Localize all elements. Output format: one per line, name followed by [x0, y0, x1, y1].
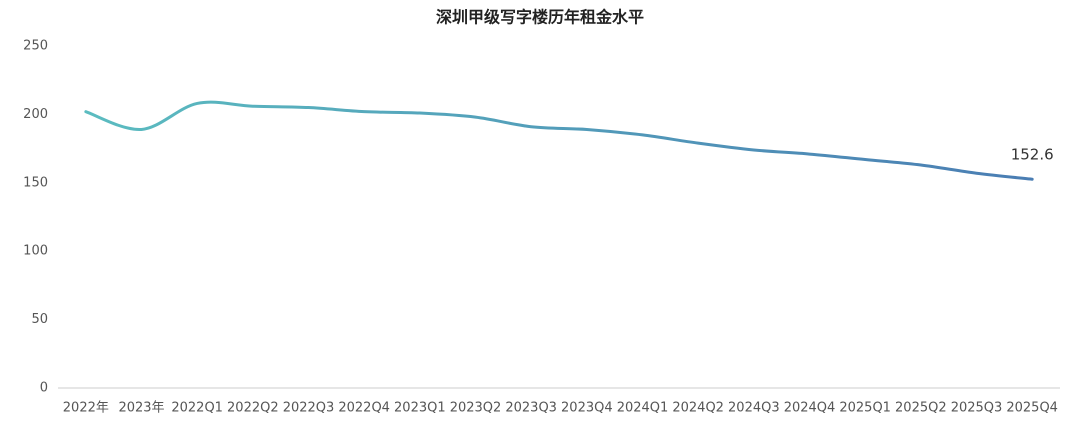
line — [84, 100, 1034, 181]
x-tick-label: 2024Q1 — [617, 401, 669, 416]
x-tick-label: 2023年 — [118, 401, 164, 416]
x-tick-label: 2022Q1 — [171, 401, 223, 416]
y-tick-label: 150 — [23, 175, 48, 190]
x-tick-label: 2024Q3 — [728, 401, 780, 416]
x-tick-label: 2023Q1 — [394, 401, 446, 416]
chart-title: 深圳甲级写字楼历年租金水平 — [436, 8, 644, 27]
x-tick-label: 2023Q4 — [561, 401, 613, 416]
y-tick-label: 250 — [23, 39, 48, 54]
x-tick-label: 2022Q2 — [227, 401, 279, 416]
x-tick-label: 2022Q3 — [283, 401, 335, 416]
x-tick-label: 2022Q4 — [338, 401, 390, 416]
x-tick-label: 2025Q3 — [951, 401, 1003, 416]
x-tick-label: 2024Q4 — [784, 401, 836, 416]
y-tick-label: 0 — [40, 381, 48, 396]
x-tick-label: 2025Q1 — [839, 401, 891, 416]
x-tick-label: 2025Q2 — [895, 401, 947, 416]
y-tick-label: 200 — [23, 107, 48, 122]
x-tick-label: 2023Q2 — [450, 401, 502, 416]
y-tick-label: 100 — [23, 244, 48, 259]
x-tick-label: 2022年 — [63, 401, 109, 416]
y-tick-label: 50 — [31, 312, 48, 327]
data-label: 152.6 — [1011, 146, 1054, 164]
x-tick-label: 2025Q4 — [1006, 401, 1058, 416]
x-tick-label: 2024Q2 — [672, 401, 724, 416]
x-tick-label: 2023Q3 — [505, 401, 557, 416]
